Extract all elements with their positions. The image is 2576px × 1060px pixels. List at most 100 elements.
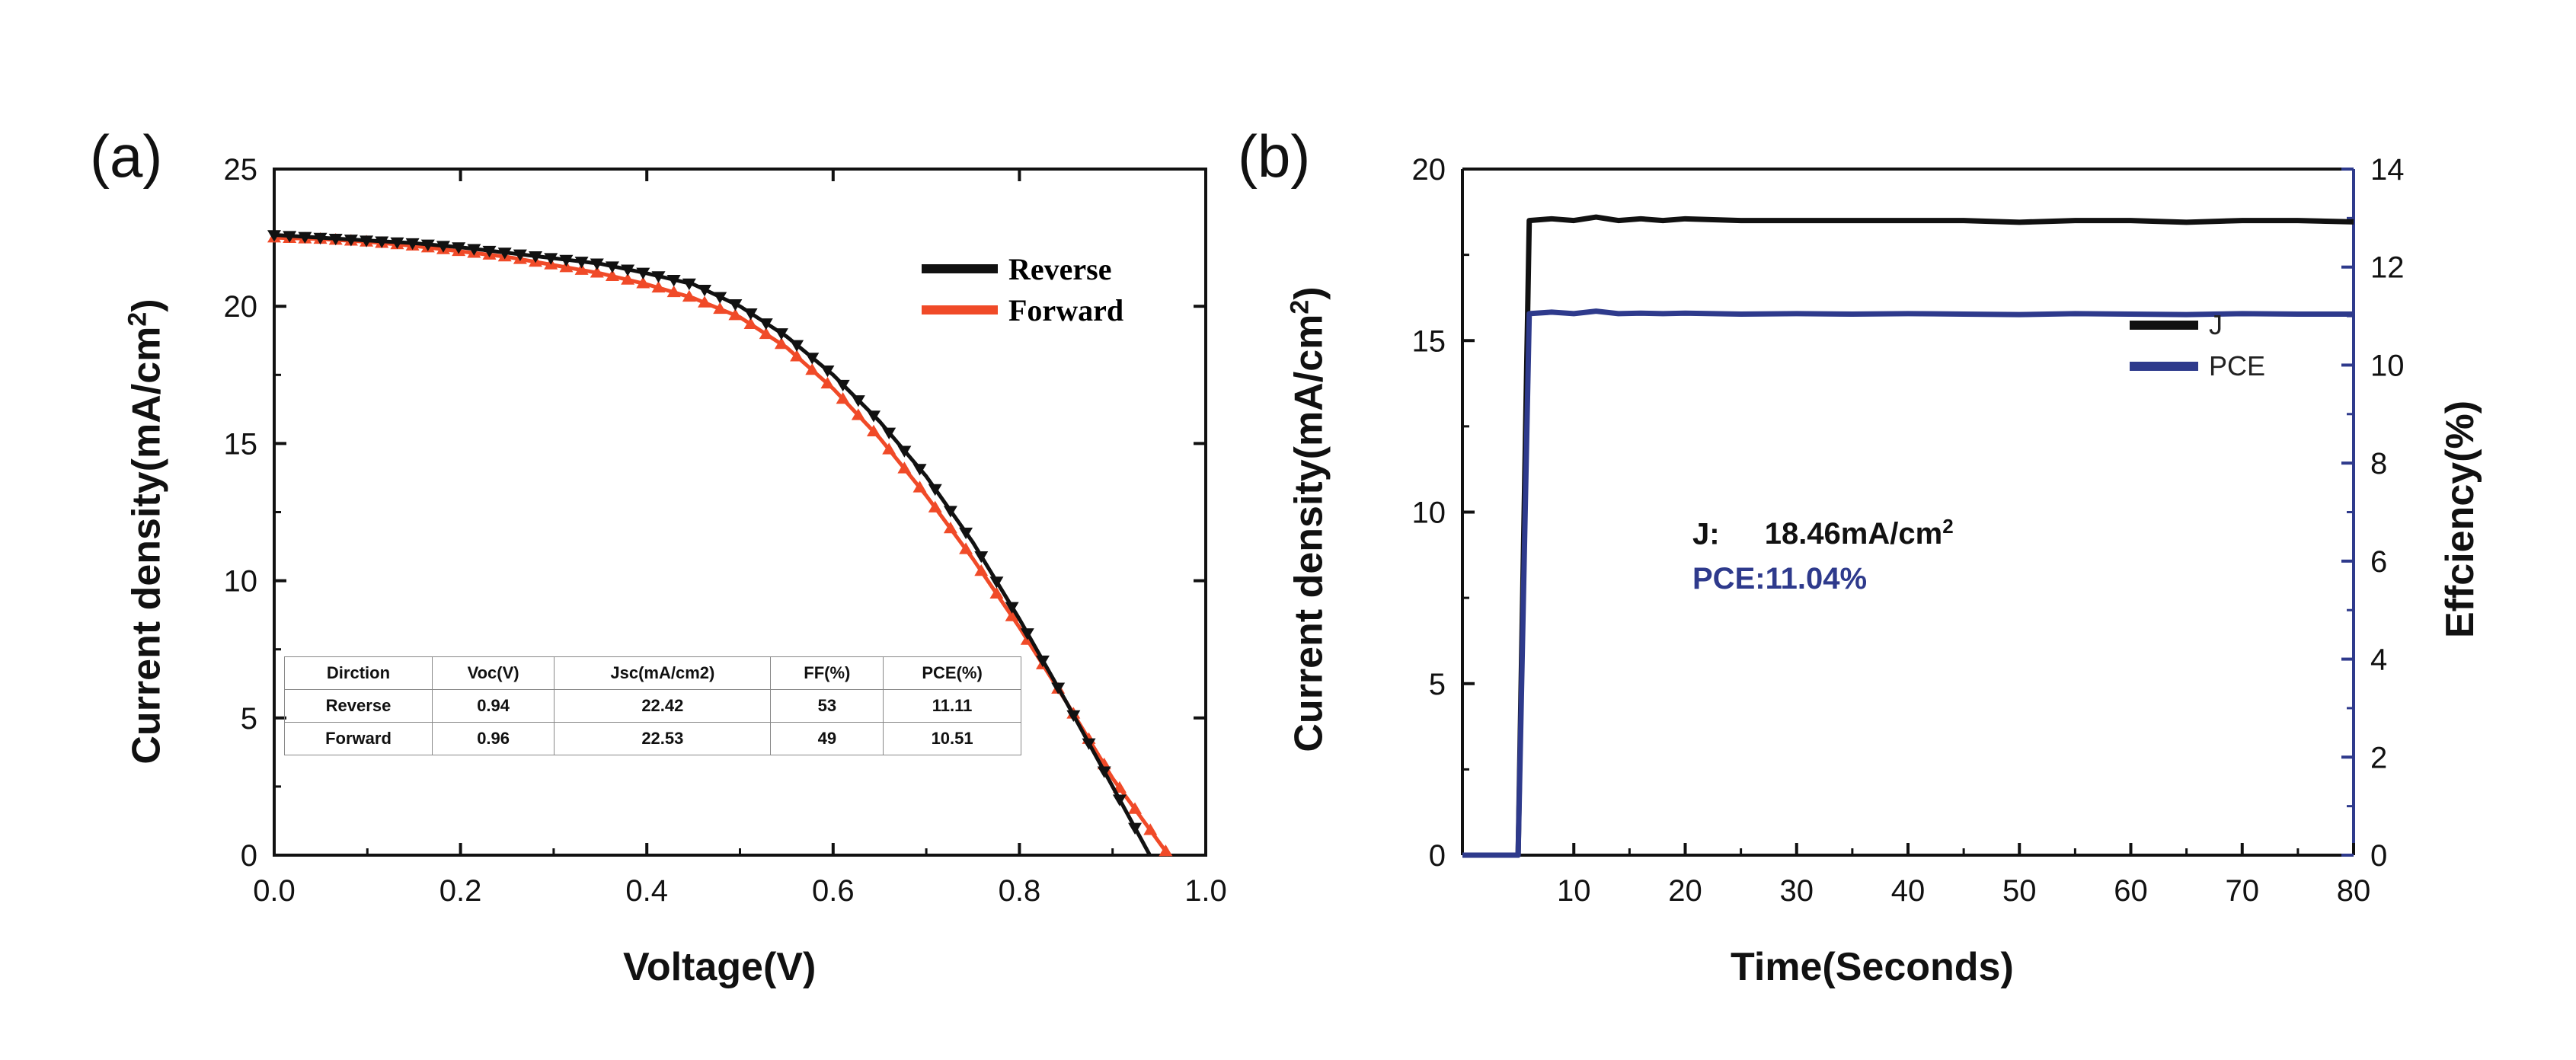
panel-b-xtick-label: 30	[1780, 874, 1814, 908]
legend-swatch-j	[2130, 321, 2198, 330]
marker-forward	[974, 564, 989, 576]
marker-forward	[1159, 844, 1173, 857]
marker-reverse	[605, 261, 619, 273]
marker-reverse	[820, 365, 835, 378]
panel-a-xtick-label: 0.2	[439, 874, 482, 908]
panel-b-ytick-label: 20	[1412, 153, 1446, 187]
marker-reverse	[882, 427, 896, 439]
table-row: Forward 0.96 22.53 49 10.51	[284, 722, 1021, 755]
marker-reverse	[1051, 682, 1066, 694]
panel-b-annotation-j: J: 18.46mA/cm2	[1692, 515, 1954, 551]
legend-label-reverse: Reverse	[1008, 251, 1112, 286]
legend-item-reverse: Reverse	[922, 248, 1123, 289]
marker-reverse	[283, 231, 297, 243]
legend-label-j: J	[2209, 309, 2223, 340]
marker-reverse	[1097, 766, 1111, 778]
panel-b-xtick-label: 50	[2002, 874, 2037, 908]
panel-a-xtick-label: 0.8	[999, 874, 1041, 908]
marker-reverse	[1112, 794, 1127, 806]
marker-reverse	[651, 271, 666, 283]
panel-b-xtick-label: 70	[2226, 874, 2260, 908]
marker-reverse	[529, 251, 543, 263]
panel-a-xtick-label: 0.0	[253, 874, 296, 908]
legend-swatch-pce	[2130, 362, 2198, 371]
table-cell: 0.94	[431, 689, 555, 723]
panel-a-ytick-label: 0	[241, 839, 257, 873]
marker-forward	[651, 280, 666, 293]
marker-reverse	[590, 258, 604, 270]
marker-reverse	[360, 235, 374, 247]
marker-reverse	[1005, 602, 1019, 614]
marker-forward	[682, 289, 696, 302]
panel-a-ytick-label: 10	[224, 565, 258, 599]
marker-forward	[621, 273, 635, 285]
marker-forward	[774, 337, 788, 350]
panel-b-xtick-label: 60	[2114, 874, 2148, 908]
marker-forward	[574, 263, 589, 275]
marker-forward	[912, 481, 927, 493]
panel-a-legend: Reverse Forward	[922, 248, 1123, 330]
marker-reverse	[574, 257, 589, 269]
panel-b-xtick-label: 10	[1557, 874, 1591, 908]
marker-reverse	[1020, 628, 1034, 640]
marker-forward	[1128, 802, 1143, 814]
marker-reverse	[405, 238, 420, 251]
marker-reverse	[805, 353, 820, 365]
marker-forward	[713, 302, 727, 314]
marker-forward	[989, 586, 1004, 599]
panel-b-xlabel: Time(Seconds)	[1731, 945, 2014, 989]
series-line-j	[1462, 214, 2354, 858]
marker-forward	[728, 308, 743, 321]
marker-reverse	[298, 231, 312, 244]
table-row: Reverse 0.94 22.42 53 11.11	[284, 689, 1021, 723]
legend-item-pce: PCE	[2130, 346, 2265, 387]
marker-reverse	[390, 237, 404, 250]
annotation-j-value: 18.46mA/cm	[1764, 517, 1943, 551]
marker-forward	[836, 391, 850, 404]
panel-b-legend: J PCE	[2130, 305, 2265, 387]
marker-reverse	[313, 232, 328, 245]
table-cell: 53	[770, 689, 884, 723]
marker-reverse	[743, 308, 758, 321]
legend-swatch-reverse	[922, 264, 998, 273]
panel-a-ytick-label: 15	[224, 427, 258, 461]
legend-label-forward: Forward	[1008, 292, 1124, 327]
panel-a-ylabel-sup: 2	[123, 311, 152, 327]
annotation-j-sup: 2	[1942, 515, 1954, 538]
table-cell: 22.53	[554, 722, 772, 755]
marker-forward	[790, 350, 804, 362]
marker-reverse	[1082, 738, 1096, 750]
table-cell: 10.51	[883, 722, 1021, 755]
marker-forward	[590, 266, 604, 278]
marker-reverse	[436, 241, 450, 253]
panel-b-ylabel-text: Current density(mA/cm	[1286, 314, 1331, 752]
marker-forward	[636, 276, 650, 289]
panel-a-parameters-table: Dirction Voc(V) Jsc(mA/cm2) FF(%) PCE(%)…	[284, 656, 1021, 755]
table-header-row: Dirction Voc(V) Jsc(mA/cm2) FF(%) PCE(%)	[284, 656, 1021, 690]
table-header-cell: Voc(V)	[431, 656, 555, 690]
marker-reverse	[928, 484, 942, 496]
marker-reverse	[1128, 822, 1143, 835]
marker-forward	[605, 269, 619, 282]
marker-forward	[867, 424, 881, 437]
marker-reverse	[759, 318, 773, 330]
marker-forward	[943, 521, 957, 534]
table-cell: 0.96	[431, 722, 555, 755]
panel-a-ytick-label: 5	[241, 702, 257, 736]
marker-reverse	[959, 527, 973, 540]
panel-a-ylabel: Current density(mA/cm2)	[123, 299, 169, 764]
panel-b-y2tick-label: 12	[2370, 251, 2405, 285]
marker-reverse	[897, 445, 912, 458]
panel-b-annotation-pce: PCE:11.04%	[1692, 562, 1868, 595]
marker-forward	[698, 295, 712, 308]
panel-b-ylabel: Current density(mA/cm2)	[1285, 286, 1331, 752]
marker-forward	[851, 408, 865, 420]
marker-reverse	[774, 328, 788, 340]
marker-reverse	[851, 395, 865, 407]
marker-reverse	[728, 299, 743, 311]
marker-reverse	[943, 506, 957, 518]
marker-reverse	[867, 410, 881, 423]
marker-reverse	[267, 230, 281, 242]
marker-reverse	[328, 233, 343, 246]
marker-forward	[743, 317, 758, 330]
